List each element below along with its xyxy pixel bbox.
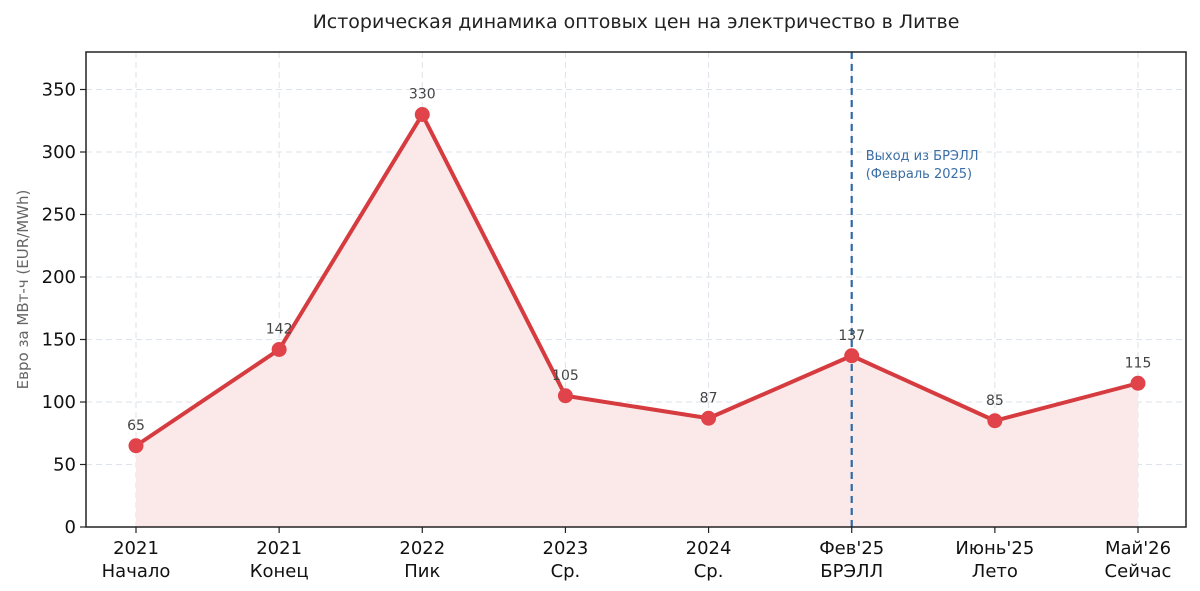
brell-exit-annotation: Выход из БРЭЛЛ [866, 149, 979, 164]
data-point [1130, 375, 1146, 391]
x-tick-label: Ср. [551, 561, 581, 582]
brell-exit-annotation: (Февраль 2025) [866, 167, 972, 182]
series-line [134, 112, 1140, 448]
x-tick-label: Фев'25 [819, 538, 884, 559]
x-tick-label: БРЭЛЛ [820, 561, 883, 582]
x-tick-label: Конец [250, 561, 309, 582]
x-tick-label: 2024 [686, 538, 732, 559]
chart-title: Историческая динамика оптовых цен на эле… [313, 11, 960, 33]
axis-layer: 0501001502002503003502021Начало2021Конец… [42, 80, 1172, 583]
y-tick-label: 350 [42, 80, 76, 101]
x-tick-label: Июнь'25 [955, 538, 1034, 559]
y-tick-label: 50 [53, 455, 76, 476]
x-tick-label: Начало [102, 561, 171, 582]
data-point [701, 410, 717, 426]
data-point [557, 388, 573, 404]
data-label: 85 [986, 393, 1004, 409]
data-label: 115 [1125, 355, 1152, 371]
data-label: 137 [838, 328, 865, 344]
data-point [271, 342, 287, 357]
y-tick-label: 0 [65, 517, 76, 538]
x-tick-label: Лето [972, 561, 1018, 582]
x-tick-label: Май'26 [1105, 538, 1171, 559]
x-tick-label: 2021 [256, 538, 302, 559]
label-layer: 65 142 330 105 87 137 85 115 [127, 87, 1151, 434]
x-tick-label: Пик [404, 561, 440, 582]
x-tick-label: 2021 [113, 538, 159, 559]
series-area-fill [136, 114, 1138, 527]
line-layer [134, 112, 1140, 448]
y-tick-label: 200 [42, 267, 76, 288]
data-point [414, 107, 430, 122]
y-tick-label: 300 [42, 142, 76, 163]
data-label: 105 [552, 368, 579, 384]
data-label: 330 [409, 87, 436, 103]
marker-layer [128, 107, 1146, 454]
x-tick-label: Ср. [694, 561, 724, 582]
plot-frame [85, 51, 1187, 528]
y-tick-label: 150 [42, 330, 76, 351]
y-axis-label: Евро за МВт-ч (EUR/MWh) [14, 190, 32, 390]
data-label: 87 [700, 390, 718, 406]
x-tick-label: 2023 [543, 538, 589, 559]
data-label: 65 [127, 418, 145, 434]
x-tick-label: Сейчас [1105, 561, 1172, 582]
data-point [844, 348, 860, 364]
data-point [128, 438, 144, 454]
y-tick-label: 250 [42, 205, 76, 226]
data-label: 142 [266, 322, 293, 338]
area-layer [136, 114, 1138, 527]
vline-layer: Выход из БРЭЛЛ (Февраль 2025) [850, 52, 979, 527]
data-point [987, 413, 1003, 429]
y-tick-label: 100 [42, 392, 76, 413]
x-tick-label: 2022 [399, 538, 445, 559]
